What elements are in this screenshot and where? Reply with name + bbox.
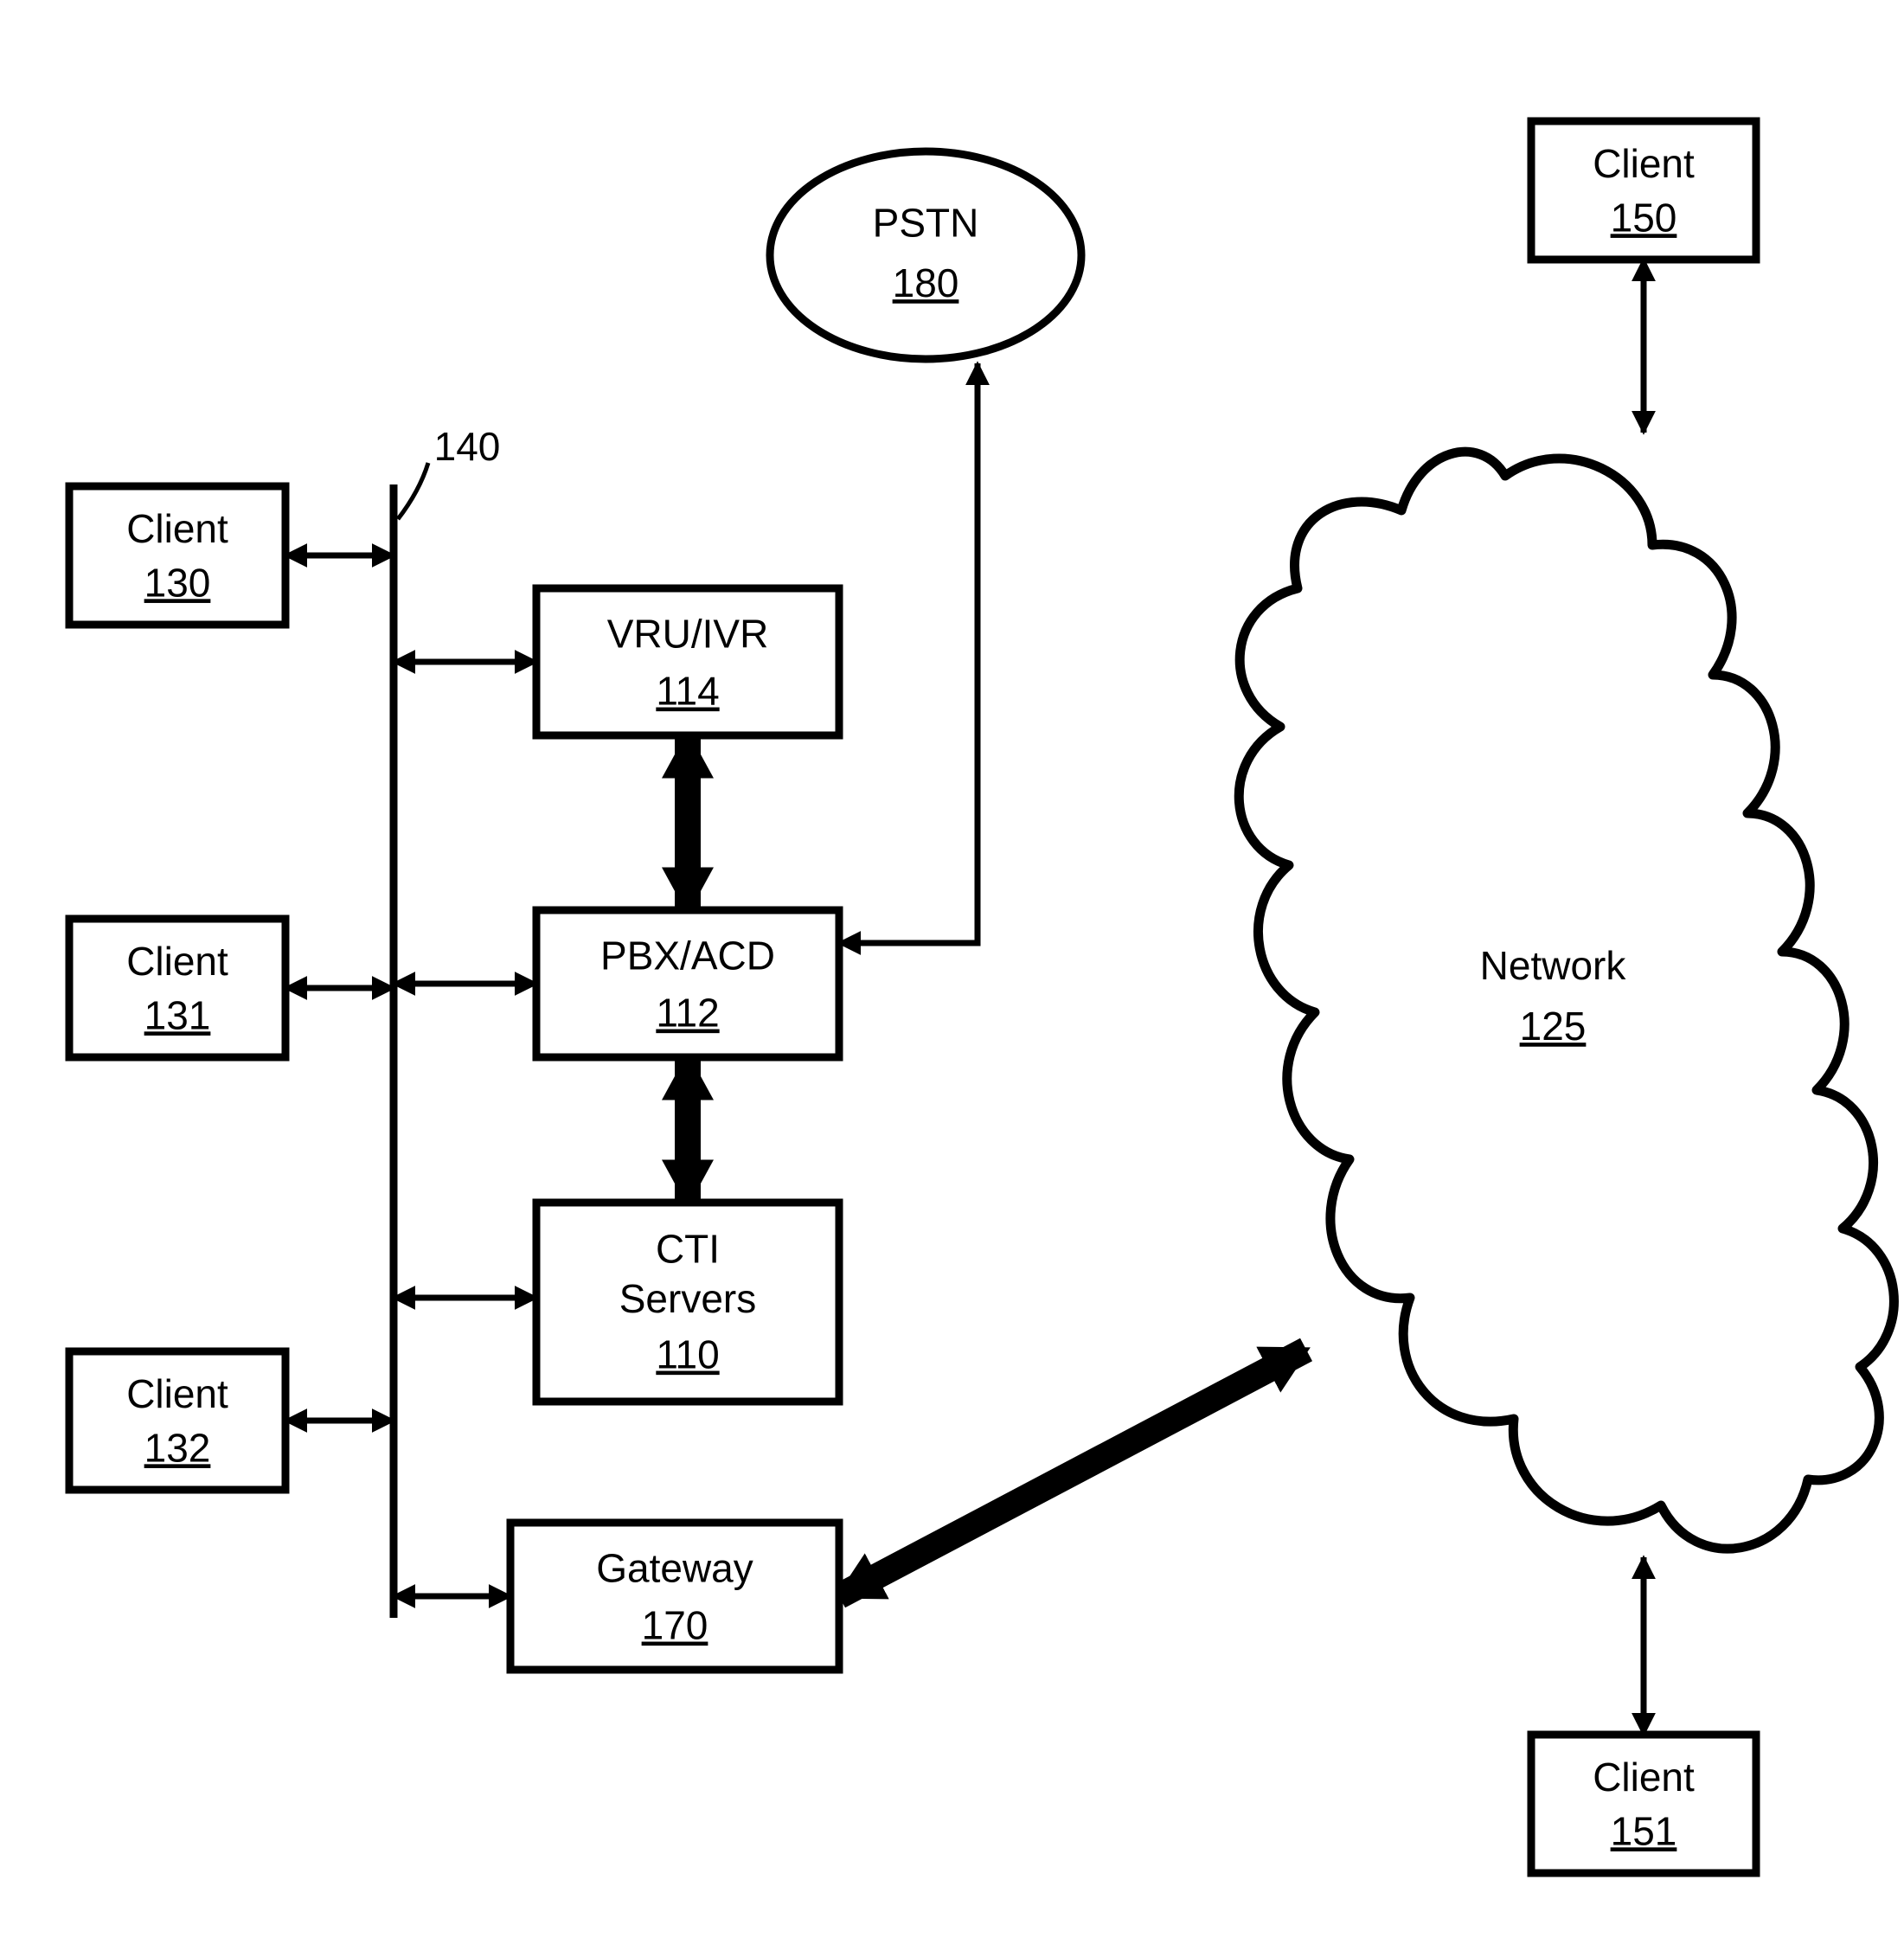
svg-text:Servers: Servers [619,1276,756,1321]
svg-text:150: 150 [1611,195,1677,240]
node-client130: Client 130 [69,486,285,625]
node-client131: Client 131 [69,919,285,1057]
svg-text:CTI: CTI [656,1227,720,1272]
svg-text:Client: Client [1593,1755,1695,1800]
node-vru: VRU/IVR 114 [536,588,839,735]
svg-text:114: 114 [656,669,719,714]
node-pbx: PBX/ACD 112 [536,910,839,1057]
svg-text:110: 110 [656,1332,719,1377]
node-cti: CTIServers 110 [536,1203,839,1402]
svg-text:Gateway: Gateway [596,1545,753,1590]
svg-text:131: 131 [144,992,211,1037]
svg-text:125: 125 [1520,1004,1587,1049]
svg-text:Client: Client [126,1371,228,1416]
svg-text:112: 112 [656,991,719,1036]
edge-elbow [839,363,978,943]
node-client151: Client 151 [1531,1735,1756,1873]
bus-label-leader [398,463,428,519]
svg-text:130: 130 [144,560,211,605]
node-network: Network 125 [1239,452,1894,1549]
svg-text:180: 180 [893,260,959,305]
node-client132: Client 132 [69,1351,285,1490]
svg-text:Client: Client [126,506,228,551]
svg-text:151: 151 [1611,1808,1677,1853]
node-pstn: PSTN 180 [770,151,1081,359]
svg-text:Client: Client [126,939,228,984]
edge-thick [839,1350,1306,1596]
bus-label: 140 [434,424,501,469]
node-gateway: Gateway 170 [510,1523,839,1670]
svg-text:170: 170 [642,1603,708,1648]
svg-text:PSTN: PSTN [873,201,979,246]
svg-text:PBX/ACD: PBX/ACD [600,933,775,978]
node-client150: Client 150 [1531,121,1756,260]
svg-text:VRU/IVR: VRU/IVR [607,611,769,656]
svg-text:132: 132 [144,1425,211,1470]
svg-text:Client: Client [1593,141,1695,186]
svg-text:Network: Network [1480,943,1627,988]
